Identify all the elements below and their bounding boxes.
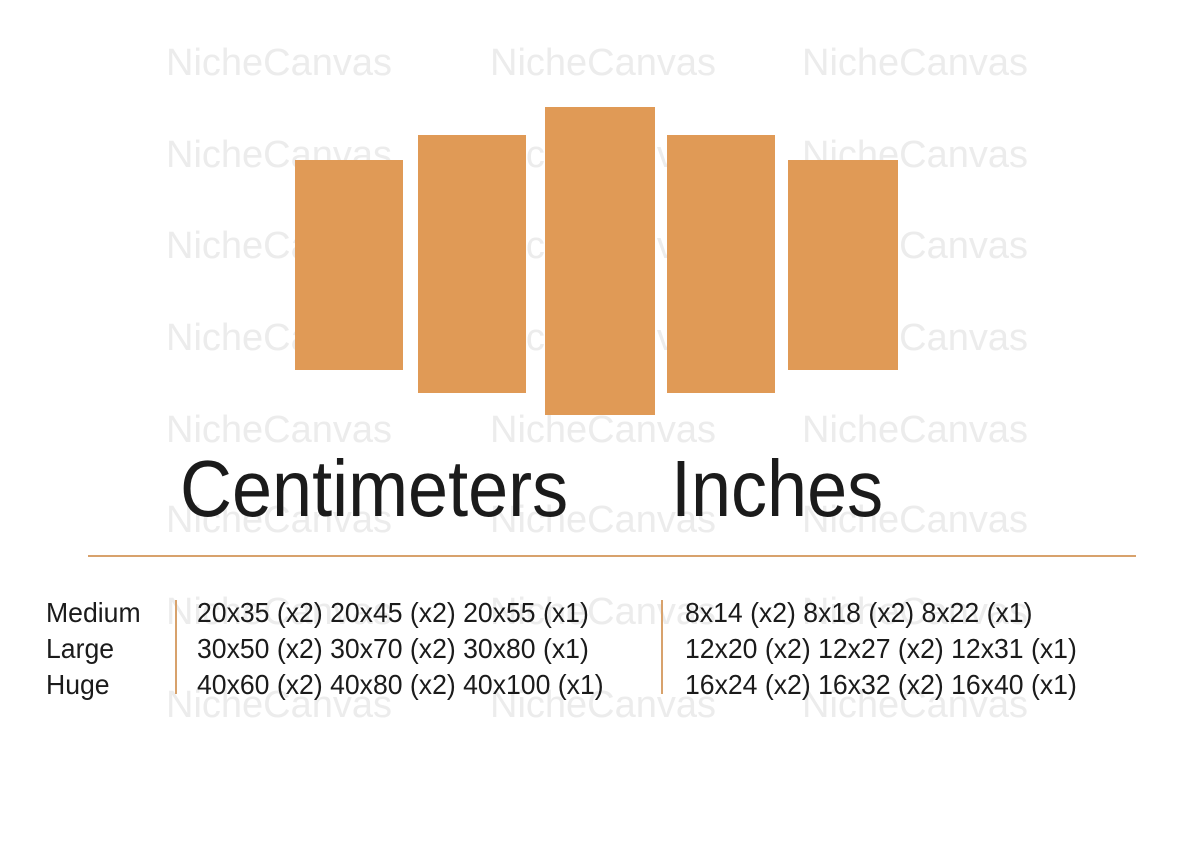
huge-inch-values: 16x24 (x2) 16x32 (x2) 16x40 (x1)	[685, 669, 1077, 700]
watermark-text: NicheCanvas	[490, 42, 716, 84]
watermark-text: NicheCanvas	[802, 409, 1028, 451]
canvas-panel-1	[295, 160, 403, 370]
watermark-text: NicheCanvas	[490, 409, 716, 451]
watermark-text: NicheCanvas	[802, 591, 1028, 633]
watermark-text: NicheCanvas	[166, 591, 392, 633]
watermark-text: NicheCanvas	[490, 499, 716, 541]
size-label-large: Large	[46, 633, 115, 664]
cm-inches-separator-line	[661, 600, 663, 694]
inches-header: Inches	[671, 444, 884, 533]
label-column-separator-line	[175, 600, 177, 694]
medium-cm-values: 20x35 (x2) 20x45 (x2) 20x55 (x1)	[197, 597, 589, 628]
canvas-panel-2	[418, 135, 526, 393]
watermark-text: NicheCanvas	[166, 499, 392, 541]
canvas-panel-5	[788, 160, 898, 370]
large-inch-values: 12x20 (x2) 12x27 (x2) 12x31 (x1)	[685, 633, 1077, 664]
watermark-text: NicheCanvas	[802, 42, 1028, 84]
canvas-panel-4	[667, 135, 775, 393]
centimeters-header: Centimeters	[180, 444, 569, 533]
watermark-text: NicheCanvas	[802, 499, 1028, 541]
large-cm-values: 30x50 (x2) 30x70 (x2) 30x80 (x1)	[197, 633, 589, 664]
size-label-medium: Medium	[46, 597, 141, 628]
watermark-text: NicheCanvas	[166, 684, 392, 726]
size-label-huge: Huge	[46, 669, 110, 700]
watermark-text: NicheCanvas	[490, 591, 716, 633]
header-divider-line	[88, 555, 1136, 557]
watermark-text: NicheCanvas	[166, 42, 392, 84]
medium-inch-values: 8x14 (x2) 8x18 (x2) 8x22 (x1)	[685, 597, 1033, 628]
huge-cm-values: 40x60 (x2) 40x80 (x2) 40x100 (x1)	[197, 669, 604, 700]
canvas-panel-3-center	[545, 107, 655, 415]
watermark-text: NicheCanvas	[490, 684, 716, 726]
watermark-text: NicheCanvas	[802, 684, 1028, 726]
watermark-text: NicheCanvas	[166, 409, 392, 451]
